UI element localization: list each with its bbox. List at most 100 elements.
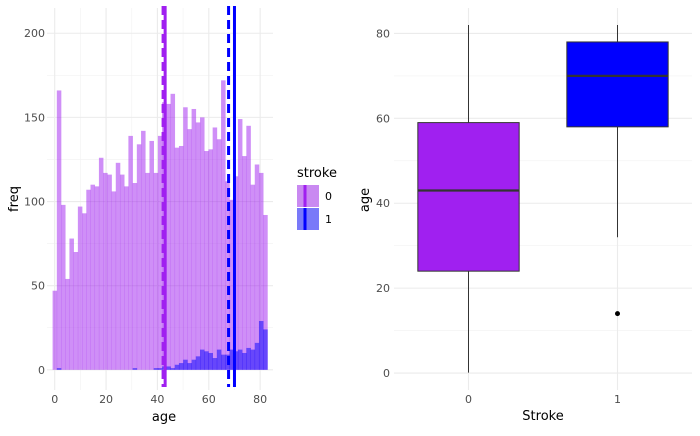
histogram-x-tick-label: 60 (202, 393, 216, 406)
histogram-bar-stroke-0 (65, 278, 70, 370)
histogram-bar-stroke-0 (204, 151, 209, 370)
histogram-bar-stroke-0 (69, 238, 74, 370)
boxplot-y-axis-title: age (358, 188, 373, 212)
histogram-x-tick-label: 20 (99, 393, 113, 406)
histogram-bar-stroke-0 (115, 162, 121, 370)
histogram-bar-stroke-1 (170, 368, 176, 370)
histogram-bar-stroke-0 (208, 149, 213, 370)
histogram-bar-stroke-0 (149, 140, 154, 370)
histogram-bar-stroke-1 (246, 347, 251, 370)
histogram-bar-stroke-0 (187, 129, 192, 370)
histogram-bar-stroke-0 (107, 174, 112, 370)
histogram-bar-stroke-0 (145, 172, 150, 370)
histogram-bar-stroke-1 (221, 354, 226, 370)
boxplot-x-tick-label: 0 (465, 393, 472, 406)
histogram-bar-stroke-1 (183, 359, 188, 370)
histogram-y-tick-label: 100 (24, 196, 45, 209)
histogram-y-axis-title: freq (7, 186, 22, 212)
histogram-bar-stroke-0 (254, 164, 260, 370)
histogram-x-tick-label: 40 (150, 393, 164, 406)
histogram-bar-stroke-1 (254, 342, 260, 370)
histogram-bar-stroke-0 (237, 119, 243, 370)
histogram-bar-stroke-1 (212, 358, 218, 370)
histogram-bar-stroke-0 (183, 107, 188, 370)
histogram-bar-stroke-0 (242, 156, 247, 370)
legend-key-swatch (297, 208, 319, 230)
histogram-bar-stroke-0 (212, 127, 218, 370)
legend-items: 01 (297, 185, 332, 230)
legend-label: 0 (325, 190, 332, 203)
histogram-bars (52, 80, 268, 370)
histogram-reference-lines (161, 6, 236, 387)
histogram-y-tick-label: 50 (31, 280, 45, 293)
box-stroke-0 (417, 122, 520, 272)
box-stroke-1 (566, 41, 669, 128)
histogram-bar-stroke-1 (132, 368, 138, 370)
histogram-bar-stroke-0 (86, 189, 91, 370)
histogram-bar-stroke-1 (187, 363, 192, 370)
histogram-bar-stroke-1 (242, 352, 247, 370)
histogram-bar-stroke-0 (216, 139, 222, 370)
histogram-bar-stroke-1 (204, 351, 209, 370)
boxplot-x-axis-title: Stroke (522, 409, 563, 424)
histogram-bar-stroke-0 (82, 213, 87, 370)
boxplot-x-tick-label: 1 (614, 393, 621, 406)
histogram-bar-stroke-1 (250, 349, 256, 370)
histogram-x-tick-labels: 0 20 40 60 80 (51, 393, 267, 406)
histogram-bar-stroke-1 (208, 352, 213, 370)
histogram-bar-stroke-0 (170, 93, 176, 370)
histogram-bar-stroke-1 (191, 359, 197, 370)
histogram-bar-stroke-0 (52, 290, 58, 370)
histogram-bar-stroke-1 (258, 321, 264, 370)
histogram-bar-stroke-1 (237, 349, 243, 370)
histogram-bar-stroke-0 (124, 186, 129, 370)
boxplot-y-tick-label: 60 (376, 112, 390, 125)
histogram-bar-stroke-0 (98, 157, 104, 370)
histogram-y-tick-label: 200 (24, 27, 45, 40)
legend: stroke 01 (297, 166, 337, 230)
histogram-y-tick-label: 0 (38, 364, 45, 377)
histogram-bar-stroke-0 (141, 130, 146, 370)
histogram-y-tick-labels: 0 50 100 150 200 (24, 27, 45, 377)
histogram-bar-stroke-0 (246, 125, 251, 370)
histogram-bar-stroke-1 (216, 349, 222, 370)
histogram-bar-stroke-0 (119, 174, 125, 370)
histogram-bar-stroke-0 (200, 117, 205, 370)
histogram-bar-stroke-1 (200, 349, 205, 370)
histogram-x-tick-label: 0 (51, 393, 58, 406)
histogram-bar-stroke-1 (229, 349, 235, 370)
boxplot-y-tick-label: 20 (376, 282, 390, 295)
histogram-bar-stroke-0 (229, 199, 235, 370)
histogram-bar-stroke-0 (263, 214, 268, 370)
histogram-bar-stroke-1 (195, 356, 201, 370)
legend-key-swatch (297, 185, 319, 207)
boxplot-y-tick-labels: 0 20 40 60 80 (376, 27, 390, 380)
histogram-bar-stroke-0 (221, 80, 226, 370)
boxplot-y-tick-label: 40 (376, 197, 390, 210)
histogram-bar-stroke-1 (157, 368, 163, 370)
histogram-bar-stroke-0 (166, 103, 171, 370)
outlier-point-stroke-1 (615, 311, 620, 317)
histogram-bar-stroke-0 (61, 204, 66, 370)
boxplot-boxes (417, 24, 669, 373)
histogram-bar-stroke-0 (157, 135, 163, 370)
histogram-bar-stroke-1 (263, 329, 268, 370)
histogram-y-tick-label: 150 (24, 111, 45, 124)
histogram-bar-stroke-0 (128, 135, 133, 370)
histogram-bar-stroke-0 (250, 184, 256, 370)
histogram-x-axis-title: age (152, 410, 176, 425)
histogram-bar-stroke-0 (111, 191, 117, 370)
histogram-bar-stroke-0 (195, 122, 201, 370)
histogram-bar-stroke-0 (191, 108, 197, 370)
histogram-bar-stroke-1 (153, 368, 159, 370)
histogram-bar-stroke-0 (258, 172, 264, 370)
histogram-panel: 0 50 100 150 200 0 20 40 60 80 age freq (7, 6, 273, 425)
histogram-bar-stroke-1 (178, 363, 184, 370)
histogram-bar-stroke-0 (153, 172, 159, 370)
histogram-bar-stroke-0 (56, 90, 62, 370)
histogram-bar-stroke-0 (90, 184, 96, 370)
histogram-bar-stroke-0 (178, 145, 184, 370)
